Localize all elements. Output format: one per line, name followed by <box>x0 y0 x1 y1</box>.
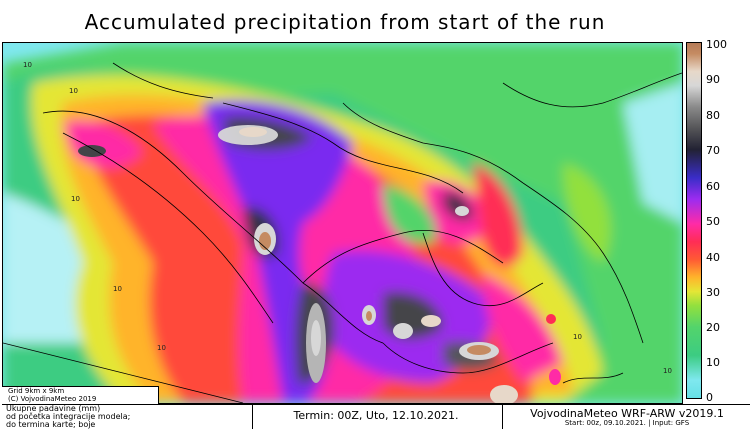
colorbar-tick: 10 <box>706 356 720 369</box>
contour-label: 10 <box>69 87 78 95</box>
chart-title: Accumulated precipitation from start of … <box>84 10 606 34</box>
precipitation-map: 10 10 10 10 10 10 10 <box>2 42 683 404</box>
colorbar-tick: 80 <box>706 109 720 122</box>
borders <box>3 62 682 403</box>
footer: Ukupne padavine (mm) od početka integrac… <box>2 404 750 429</box>
colorbar-tick: 40 <box>706 251 720 264</box>
contour-labels: 10 10 10 10 10 10 10 <box>23 61 672 375</box>
model-info: VojvodinaMeteo WRF-ARW v2019.1 Start: 00… <box>502 405 750 429</box>
footer-desc-line: Ukupne padavine (mm) <box>6 404 101 413</box>
grid-resolution: Grid 9km x 9km <box>8 387 65 395</box>
valid-time: Termin: 00Z, Uto, 12.10.2021. <box>293 409 459 422</box>
colorbar-tick: 90 <box>706 73 720 86</box>
colorbar-tick: 50 <box>706 215 720 228</box>
copyright: (C) VojvodinaMeteo 2019 <box>8 395 97 403</box>
colorbar-tick: 30 <box>706 286 720 299</box>
footer-description: Ukupne padavine (mm) od početka integrac… <box>6 405 253 429</box>
footer-desc-line: do termina karte; boje <box>6 420 96 429</box>
grid-info-box: Grid 9km x 9km (C) VojvodinaMeteo 2019 <box>2 386 159 404</box>
colorbar <box>686 42 702 399</box>
colorbar-tick: 60 <box>706 180 720 193</box>
contour-label: 10 <box>157 344 166 352</box>
precip-field <box>3 43 682 403</box>
run-info: Start: 00z, 09.10.2021. | Input: GFS <box>564 419 690 427</box>
precip-peaks <box>78 125 561 403</box>
colorbar-tick: 100 <box>706 38 727 51</box>
model-name: VojvodinaMeteo WRF-ARW v2019.1 <box>530 407 724 420</box>
colorbar-tick: 20 <box>706 321 720 334</box>
colorbar-tick: 70 <box>706 144 720 157</box>
contour-label: 10 <box>23 61 32 69</box>
contour-label: 10 <box>663 367 672 375</box>
contour-label: 10 <box>573 333 582 341</box>
contour-label: 10 <box>113 285 122 293</box>
colorbar-tick: 0 <box>706 391 713 404</box>
footer-desc-line: od početka integracije modela; <box>6 412 131 421</box>
contour-label: 10 <box>71 195 80 203</box>
